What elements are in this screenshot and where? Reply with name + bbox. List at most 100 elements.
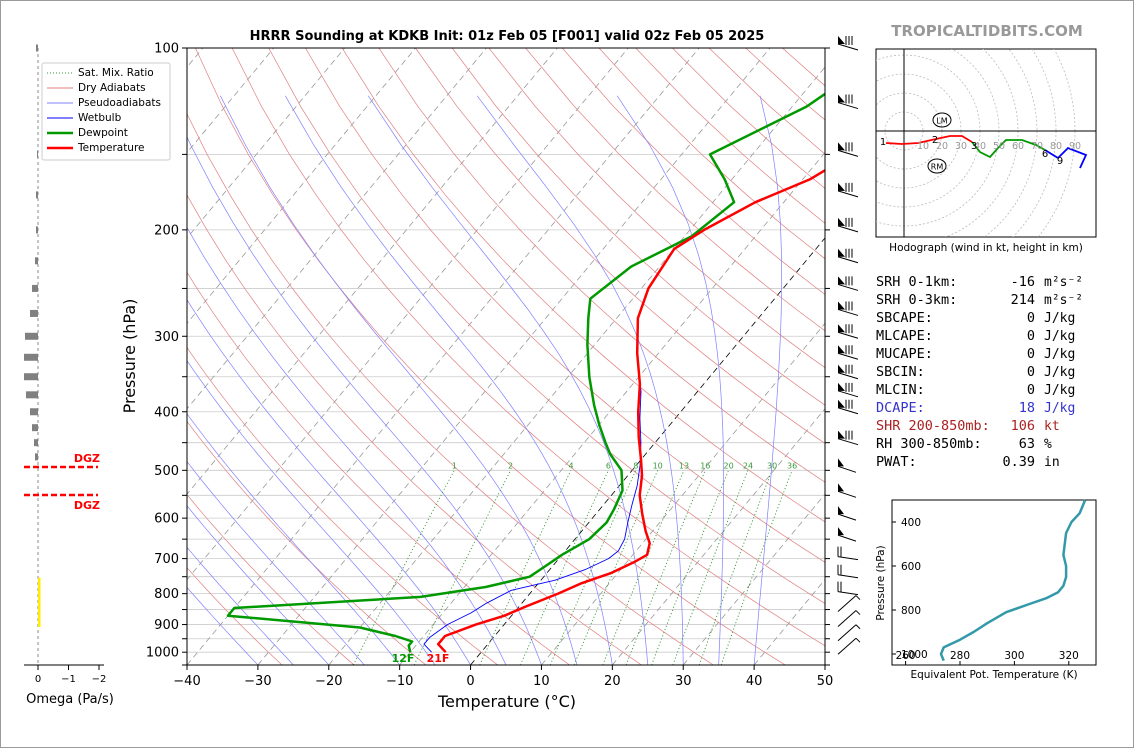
stat-label: SBCAPE: (876, 310, 933, 326)
omega-bar (36, 191, 38, 199)
wind-barb (837, 94, 859, 110)
skewt-title: HRRR Sounding at KDKB Init: 01z Feb 05 [… (250, 29, 765, 44)
barb-staff (837, 283, 859, 291)
hodograph-height-label: 3 (971, 141, 977, 152)
isotherm-line (187, 48, 700, 665)
barb-staff (837, 43, 859, 51)
omega-bar-upward (38, 610, 41, 616)
omega-bar (35, 257, 38, 265)
stat-label: SHR 200-850mb: (876, 418, 990, 434)
hodograph-ring-label: 40 (974, 141, 986, 152)
surface-dewpoint-label: 12F (392, 652, 415, 665)
mixing-ratio-label: 13 (679, 461, 689, 470)
stat-label: SBCIN: (876, 364, 925, 380)
omega-bar (35, 453, 38, 461)
x-tick-label: −10 (386, 674, 413, 689)
theta-e-y-tick-label: 400 (901, 517, 921, 529)
surface-temperature-label: 21F (427, 652, 450, 665)
wind-barb (837, 483, 857, 498)
wind-barb (837, 527, 857, 542)
hodograph-title: Hodograph (wind in kt, height in km) (889, 242, 1083, 254)
dry-adiabat-line (305, 48, 825, 563)
pseudoadiabat-line (753, 95, 783, 665)
omega-bar-upward (38, 581, 41, 587)
barb-flag (838, 217, 845, 226)
pseudoadiabats (187, 95, 783, 665)
y-tick-label: 700 (154, 552, 179, 567)
y-tick-label: 800 (154, 587, 179, 602)
hodograph-ring-label: 80 (1050, 141, 1062, 152)
barb-flag (838, 382, 845, 391)
stat-label: MLCAPE: (876, 328, 933, 344)
watermark: TROPICALTIDBITS.COM (891, 22, 1083, 40)
barb-staff (837, 407, 859, 415)
mixing-ratio-line (573, 470, 659, 665)
x-tick-label: 0 (466, 674, 474, 689)
wind-barb (837, 430, 859, 446)
mixing-ratio-line (479, 470, 572, 665)
barb-flag (838, 142, 845, 151)
wind-barb (837, 36, 859, 51)
mixing-ratio-label: 16 (700, 461, 710, 470)
pseudoadiabat-line (187, 461, 365, 665)
dgz-lines: DGZ DGZ (24, 452, 100, 512)
stat-value: -16 (1011, 274, 1035, 290)
stat-value: 18 (1019, 400, 1035, 416)
isotherm-line (470, 237, 825, 665)
omega-bars (24, 44, 41, 628)
hodograph-height-label: 6 (1042, 149, 1048, 160)
y-tick-label: 600 (154, 512, 179, 527)
hodograph-height-label: 1 (880, 137, 886, 148)
omega-bar-upward (38, 622, 41, 628)
theta-e-y-tick-label: 1000 (901, 649, 928, 661)
theta-e-panel: 260 280 300 320 400 600 800 1000 Equivalent Pot… (875, 499, 1097, 681)
omega-bar-upward (38, 613, 41, 619)
barb-flag (838, 483, 844, 492)
mixing-ratio-line (698, 470, 773, 665)
mixing-ratio-line (672, 470, 749, 665)
stat-unit: J/kg (1044, 347, 1075, 362)
theta-e-ylabel: Pressure (hPa) (875, 545, 887, 620)
pseudoadiabat-line (476, 95, 684, 665)
stat-unit: % (1044, 437, 1052, 452)
theta-e-ticks: 260 280 300 320 400 600 800 1000 (892, 517, 1079, 665)
barb-feather (855, 624, 861, 630)
wind-barb (837, 382, 859, 398)
omega-bar (24, 353, 38, 361)
omega-bar (30, 309, 38, 317)
barb-staff (837, 465, 857, 473)
mixing-ratio-label: 20 (724, 461, 734, 470)
barb-flag (838, 324, 845, 333)
isotherm-line (612, 408, 825, 665)
stat-label: MLCIN: (876, 382, 925, 398)
barb-flag (838, 430, 845, 439)
pseudoadiabat-line (187, 586, 259, 665)
isobars (187, 48, 825, 665)
stat-unit: J/kg (1044, 365, 1075, 380)
legend-label: Temperature (77, 142, 145, 154)
wind-barb (837, 345, 859, 360)
stat-value: 106 (1011, 418, 1035, 434)
barb-flag (838, 94, 845, 103)
pseudoadiabat-line (616, 95, 724, 665)
mixing-ratio-label: 6 (606, 461, 611, 470)
stat-label: SRH 0-1km: (876, 274, 957, 290)
barb-staff (837, 637, 857, 655)
omega-bar (26, 391, 38, 399)
mixing-ratio-line (625, 470, 706, 665)
mixing-ratio-line (519, 470, 609, 665)
wind-barb (837, 399, 859, 415)
skewt-panel: HRRR Sounding at KDKB Init: 01z Feb 05 [… (41, 29, 833, 711)
dry-adiabat-line (187, 113, 714, 665)
omega-bar (30, 408, 38, 416)
skewt-legend: Sat. Mix. Ratio Dry Adiabats Pseudoadiab… (41, 62, 171, 161)
pseudoadiabat-line (187, 360, 436, 665)
mixing-ratio-label: 30 (767, 461, 777, 470)
barb-flag (838, 364, 845, 373)
omega-bar-upward (38, 577, 41, 583)
mixing-ratio-line (413, 470, 512, 665)
mixing-ratio-line (602, 470, 685, 665)
pseudoadiabat-line (187, 135, 542, 665)
wind-barb (837, 248, 859, 264)
wind-barbs (837, 36, 861, 655)
